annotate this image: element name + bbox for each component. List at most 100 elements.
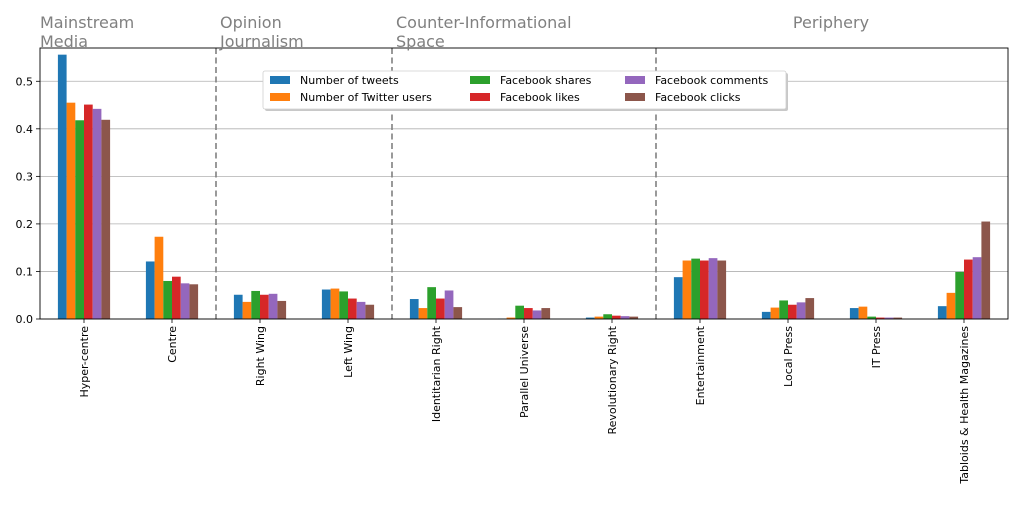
bar: [75, 120, 84, 320]
legend-entry: Facebook likes: [500, 91, 580, 104]
bar: [884, 317, 894, 319]
group-label-line: Mainstream: [40, 13, 134, 32]
group-label-line: Journalism: [219, 32, 304, 51]
group-label-line: Counter-Informational: [396, 13, 572, 32]
bar: [708, 258, 718, 319]
y-tick-label: 0.2: [16, 218, 34, 231]
bar: [858, 306, 868, 319]
bar: [233, 294, 243, 319]
legend-swatch: [625, 76, 645, 84]
bar: [673, 277, 683, 319]
legend-entry: Number of tweets: [300, 74, 399, 87]
x-tick-label: Centre: [166, 326, 179, 363]
bar: [268, 293, 278, 319]
bar: [682, 260, 692, 319]
group-label: Counter-Informational Space: [396, 13, 572, 51]
bar: [444, 290, 454, 319]
divider-layer: [215, 48, 657, 319]
bar: [277, 300, 287, 319]
bar: [251, 290, 260, 319]
bar: [418, 308, 428, 319]
y-tick-label: 0.1: [16, 265, 34, 278]
x-tick-label: Parallel Universe: [518, 326, 531, 418]
bar: [779, 300, 788, 319]
bar: [761, 311, 771, 319]
bar: [145, 261, 155, 319]
bar: [946, 292, 956, 319]
bar: [92, 108, 102, 319]
bar: [524, 308, 533, 319]
bar: [964, 259, 973, 319]
bar: [409, 299, 419, 319]
bar: [717, 260, 727, 319]
legend-box: [262, 70, 787, 110]
group-label-line: Media: [40, 32, 88, 51]
legend-entry: Number of Twitter users: [300, 91, 432, 104]
legend-swatch: [625, 93, 645, 101]
group-label-layer: Mainstream Media Opinion Journalism Counter-…: [40, 13, 869, 51]
group-label-line: Opinion: [220, 13, 282, 32]
bar: [506, 317, 516, 319]
bar: [788, 304, 797, 319]
bar: [541, 308, 551, 319]
bar: [700, 260, 709, 319]
bar: [603, 314, 612, 319]
bar: [515, 305, 524, 319]
bar: [436, 298, 445, 319]
group-label: Mainstream Media: [40, 13, 134, 51]
y-tick-label: 0.5: [16, 75, 34, 88]
y-tick-label: 0.4: [16, 123, 34, 136]
bar: [849, 308, 859, 319]
x-tick-label: Right Wing: [254, 326, 267, 386]
bar: [629, 316, 639, 319]
y-tick-label: 0.3: [16, 170, 34, 183]
bars-layer: [57, 54, 991, 320]
bar: [57, 54, 67, 320]
bar: [612, 315, 621, 319]
legend-entry: Facebook comments: [655, 74, 768, 87]
bar: [356, 301, 366, 319]
group-label: Opinion Journalism: [219, 13, 304, 51]
bar: [330, 288, 340, 319]
bar: [242, 301, 252, 319]
bar: [796, 302, 806, 319]
legend-swatch: [470, 76, 490, 84]
bar: [594, 316, 604, 319]
bar: [867, 316, 876, 319]
legend-swatch: [270, 93, 290, 101]
bar: [365, 304, 375, 319]
x-tick-label: Identitarian Right: [430, 325, 443, 422]
y-tick-label: 0.0: [16, 313, 34, 326]
bar: [972, 257, 982, 319]
bar: [84, 104, 93, 319]
bar: [427, 287, 436, 319]
x-tick-label: Tabloids & Health Magazines: [958, 326, 971, 485]
bar: [805, 298, 815, 319]
bar: [66, 102, 76, 319]
legend: Number of tweets Number of Twitter users F…: [262, 70, 788, 111]
bar: [955, 271, 964, 319]
legend-entry: Facebook clicks: [655, 91, 741, 104]
bar: [339, 291, 348, 319]
bar: [893, 317, 903, 319]
bar: [321, 289, 331, 319]
bar: [691, 258, 700, 319]
bar: [189, 284, 199, 319]
x-tick-label: Revolutionary Right: [606, 325, 619, 434]
group-label-line: Periphery: [793, 13, 869, 32]
ticks-layer: 0.0 0.1 0.2 0.3 0.4 0.5 Hyper-centre Centre Righ…: [16, 75, 972, 484]
bar: [101, 119, 111, 319]
bar: [585, 317, 595, 319]
bar: [981, 221, 991, 319]
bar: [770, 307, 780, 319]
legend-swatch: [270, 76, 290, 84]
x-tick-label: Local Press: [782, 326, 795, 387]
x-tick-label: Hyper-centre: [78, 326, 91, 398]
group-label-line: Space: [396, 32, 445, 51]
bar: [154, 236, 164, 319]
bar: [260, 294, 269, 319]
x-tick-label: Entertainment: [694, 325, 707, 405]
x-tick-label: Left Wing: [342, 326, 355, 378]
bar: [876, 317, 885, 319]
